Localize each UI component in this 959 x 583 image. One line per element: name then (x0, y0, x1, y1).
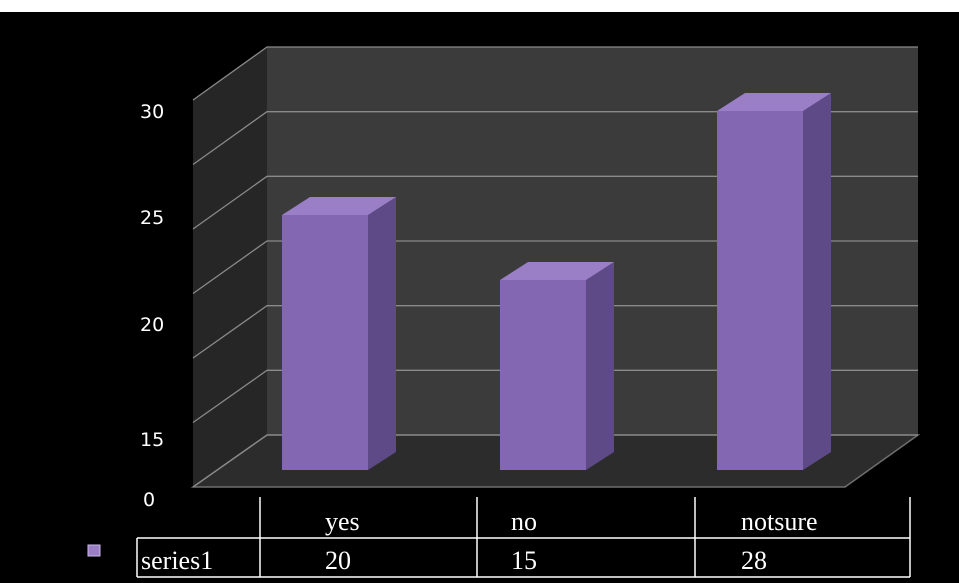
y-tick-label: 30 (140, 101, 164, 123)
y-tick-label: 0 (143, 489, 155, 511)
bar-yes (282, 197, 396, 470)
table-value-cell: 20 (325, 546, 351, 575)
bar-no (500, 262, 614, 470)
gridline (192, 111, 918, 166)
y-tick-label: 20 (140, 314, 164, 336)
bar-side (586, 262, 614, 470)
gridline (192, 434, 918, 488)
gridlines (192, 46, 918, 488)
bar-top (282, 197, 396, 215)
bar-side (368, 197, 396, 470)
bar-side (803, 93, 831, 470)
table-header-cell: no (511, 507, 537, 536)
gridline (192, 305, 918, 359)
bar-front (282, 215, 368, 470)
bar-top (717, 93, 831, 111)
y-tick-label: 25 (140, 207, 164, 229)
bar-front (500, 280, 586, 470)
bar-front (717, 111, 803, 470)
table-value-cell: 28 (741, 546, 767, 575)
bar-top (500, 262, 614, 280)
table-header-cell: yes (325, 507, 360, 536)
gridline (192, 240, 918, 295)
bar-notsure (717, 93, 831, 470)
table-value-cell: 15 (511, 546, 537, 575)
gridline (192, 175, 918, 230)
table-header-cell: notsure (741, 507, 818, 536)
bars (282, 93, 831, 470)
gridline (192, 46, 918, 101)
data-table: yes no notsure series1 20 15 28 (87, 497, 911, 578)
legend-key-series1 (87, 544, 101, 557)
table-row-label: series1 (141, 546, 213, 575)
y-axis-ticks: 30 25 20 15 0 (140, 101, 164, 511)
gridline (192, 369, 918, 424)
y-tick-label: 15 (140, 429, 164, 451)
